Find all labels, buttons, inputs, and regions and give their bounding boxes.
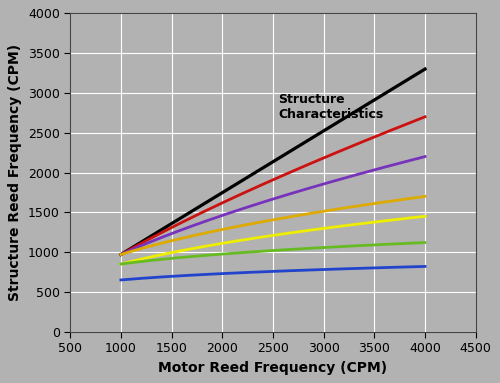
- Text: Structure
Characteristics: Structure Characteristics: [278, 93, 384, 121]
- Y-axis label: Structure Reed Frequency (CPM): Structure Reed Frequency (CPM): [8, 44, 22, 301]
- X-axis label: Motor Reed Frequency (CPM): Motor Reed Frequency (CPM): [158, 361, 388, 375]
